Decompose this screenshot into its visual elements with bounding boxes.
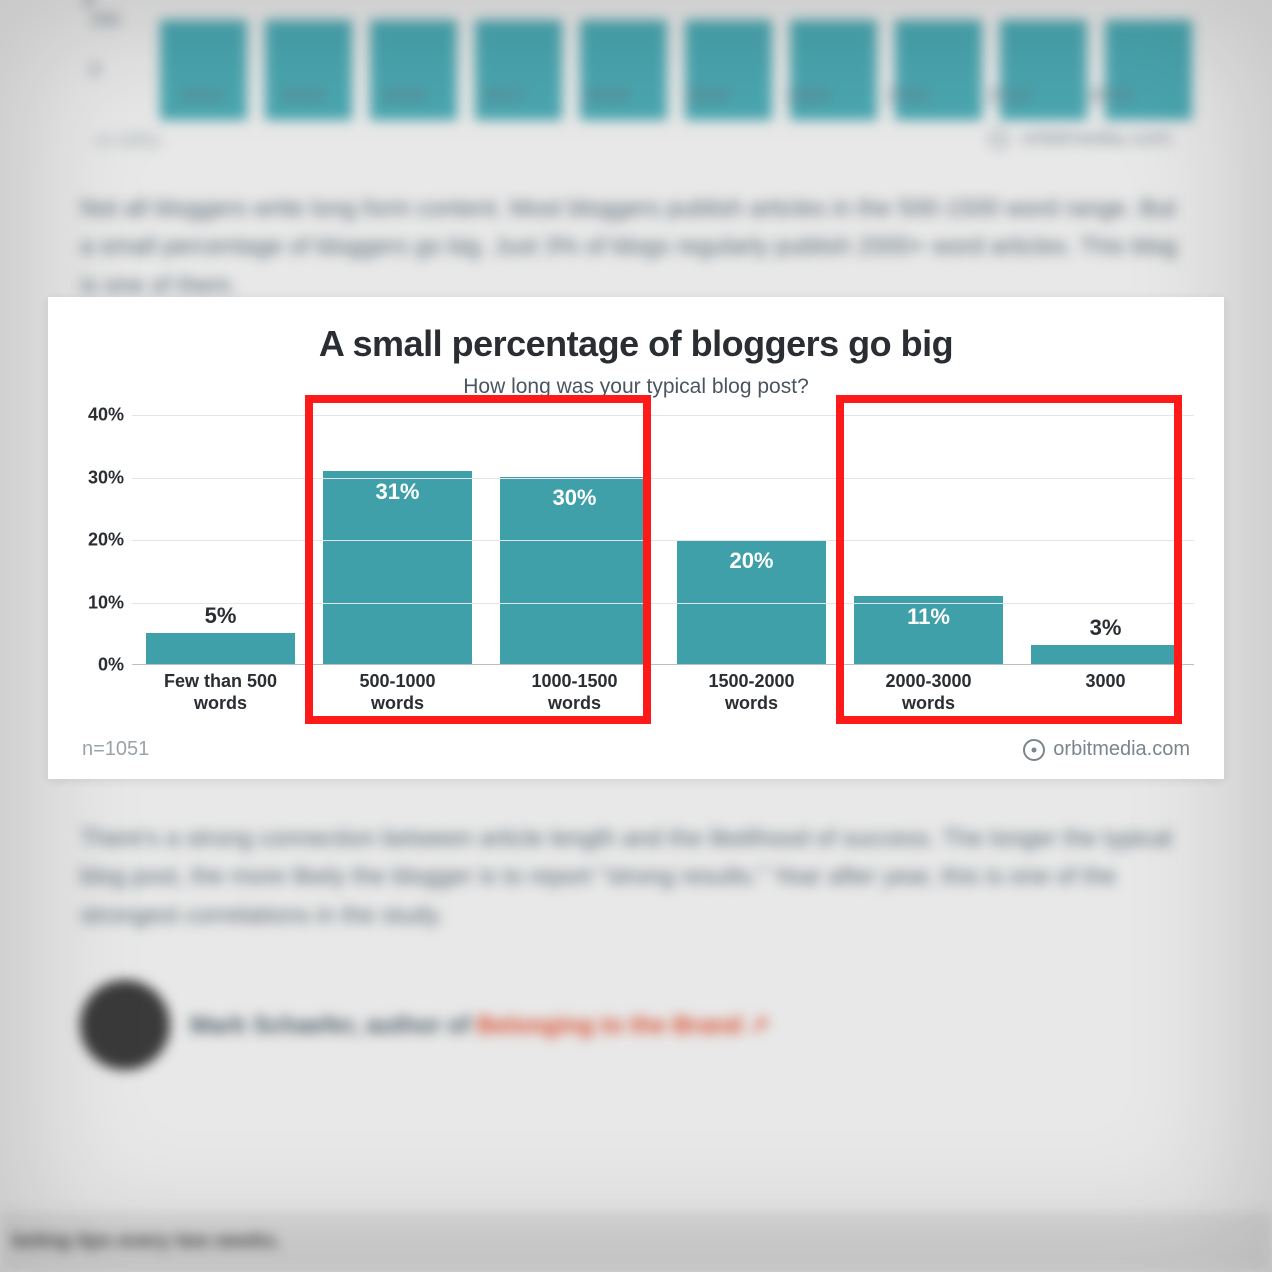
- gridline: [132, 415, 1194, 416]
- target-icon: [989, 129, 1009, 149]
- bg-n-label: n=1051: [95, 130, 162, 153]
- bar-value-label: 20%: [729, 548, 773, 574]
- bar-value-label: 5%: [205, 603, 237, 629]
- bg-source-text: orbitmedia.com: [1022, 125, 1172, 150]
- x-axis-label: 1000-1500words: [486, 665, 663, 714]
- y-tick: 10%: [88, 592, 124, 613]
- bg-author-block: Mark Schaefer, author of Belonging to th…: [80, 980, 1192, 1070]
- bar-value-label: 30%: [552, 485, 596, 511]
- bg-source-label: orbitmedia.com: [989, 125, 1172, 151]
- bar-value-label: 31%: [375, 479, 419, 505]
- x-axis-label: 3000: [1017, 665, 1194, 714]
- y-tick: 30%: [88, 467, 124, 488]
- x-axis-label: 1500-2000words: [663, 665, 840, 714]
- gridline: [132, 478, 1194, 479]
- bg-paragraph-2: There's a strong connection between arti…: [80, 820, 1192, 935]
- x-axis-label: 500-1000words: [309, 665, 486, 714]
- chart-title: A small percentage of bloggers go big: [78, 323, 1194, 365]
- bar: 5%: [146, 633, 295, 664]
- main-chart-card: A small percentage of bloggers go big Ho…: [48, 297, 1224, 779]
- bg-paragraph-1: Not all bloggers write long form content…: [80, 190, 1192, 305]
- n-label: n=1051: [82, 738, 149, 761]
- x-labels-row: Few than 500words500-1000words1000-1500w…: [78, 665, 1194, 714]
- bar-value-label: 11%: [907, 604, 950, 630]
- y-tick: 20%: [88, 530, 124, 551]
- chart-footer: n=1051 orbitmedia.com: [78, 738, 1194, 761]
- author-prefix: Mark Schaefer, author of: [190, 1012, 477, 1039]
- source-label: orbitmedia.com: [1023, 738, 1190, 761]
- source-text: orbitmedia.com: [1053, 738, 1190, 761]
- gridline: [132, 540, 1194, 541]
- plot-area: 5% 31% 30% 20% 11% 3%: [132, 415, 1194, 665]
- avatar: [80, 980, 170, 1070]
- plot-row: 0%10%20%30%40% 5%31%30%20%11%3%: [78, 415, 1194, 665]
- y-axis: 0%10%20%30%40%: [78, 415, 132, 665]
- x-labels: Few than 500words500-1000words1000-1500w…: [132, 665, 1194, 714]
- bar-value-label: 3%: [1090, 615, 1122, 641]
- bg-x-axis-labels: 2014201520162017201820192020202120222023: [160, 85, 1152, 108]
- bar: 3%: [1031, 645, 1180, 664]
- bar: 30%: [500, 477, 649, 664]
- gridline: [132, 603, 1194, 604]
- bar: 11%: [854, 596, 1003, 664]
- target-icon: [1023, 739, 1045, 761]
- y-tick: 0%: [98, 655, 124, 676]
- bg-author-text: Mark Schaefer, author of Belonging to th…: [190, 1011, 769, 1040]
- bar: 31%: [323, 471, 472, 664]
- x-axis-label: Few than 500words: [132, 665, 309, 714]
- x-axis-label: 2000-3000words: [840, 665, 1017, 714]
- y-tick: 40%: [88, 405, 124, 426]
- author-link[interactable]: Belonging to the Brand ↗: [477, 1012, 769, 1039]
- chart-subtitle: How long was your typical blog post?: [78, 375, 1194, 399]
- bg-bottom-banner: keting tips every two weeks.: [0, 1212, 1272, 1272]
